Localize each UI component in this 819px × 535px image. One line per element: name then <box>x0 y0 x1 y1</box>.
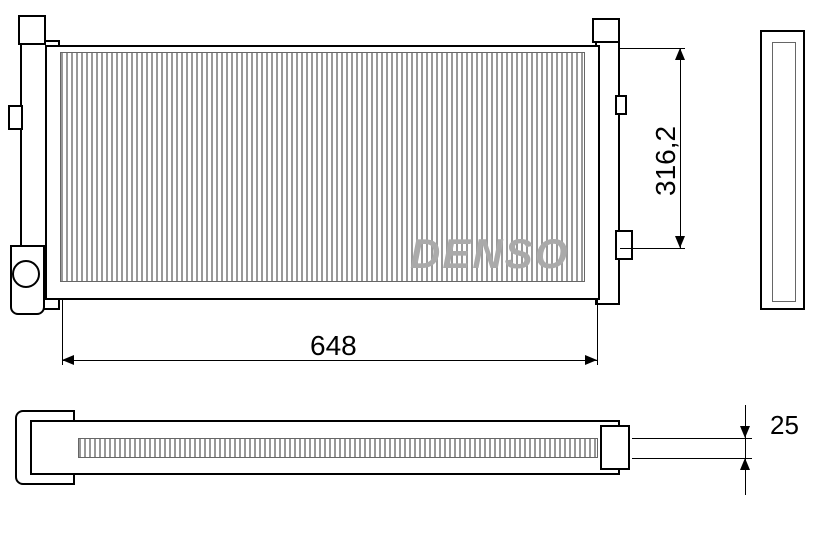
brand-watermark: DENSO <box>410 230 569 278</box>
mount-tab-top-left <box>18 15 46 45</box>
dim-arrow <box>62 355 74 365</box>
dim-extension-line <box>597 300 598 365</box>
dim-extension-line <box>620 248 685 249</box>
dim-label-width: 648 <box>310 330 357 362</box>
dim-arrow <box>675 48 685 60</box>
dim-arrow <box>675 236 685 248</box>
dim-extension-line <box>632 438 752 439</box>
dim-arrow <box>740 458 750 470</box>
top-view-right-tank <box>600 425 630 470</box>
mount-tab-top-right <box>592 18 620 43</box>
dim-label-depth: 25 <box>770 410 799 441</box>
dim-label-height: 316,2 <box>650 126 682 196</box>
mount-tab-mid-right <box>615 230 633 260</box>
technical-drawing: DENSO 648 316,2 25 <box>0 0 819 535</box>
mount-tab-mid-left <box>8 105 23 130</box>
dim-line-depth <box>745 405 746 495</box>
dim-extension-line <box>632 458 752 459</box>
outlet-port <box>12 260 40 288</box>
side-view <box>760 30 805 310</box>
dim-arrow <box>585 355 597 365</box>
top-view-core <box>78 438 598 458</box>
dim-arrow <box>740 426 750 438</box>
mount-tab-upper-right <box>615 95 627 115</box>
